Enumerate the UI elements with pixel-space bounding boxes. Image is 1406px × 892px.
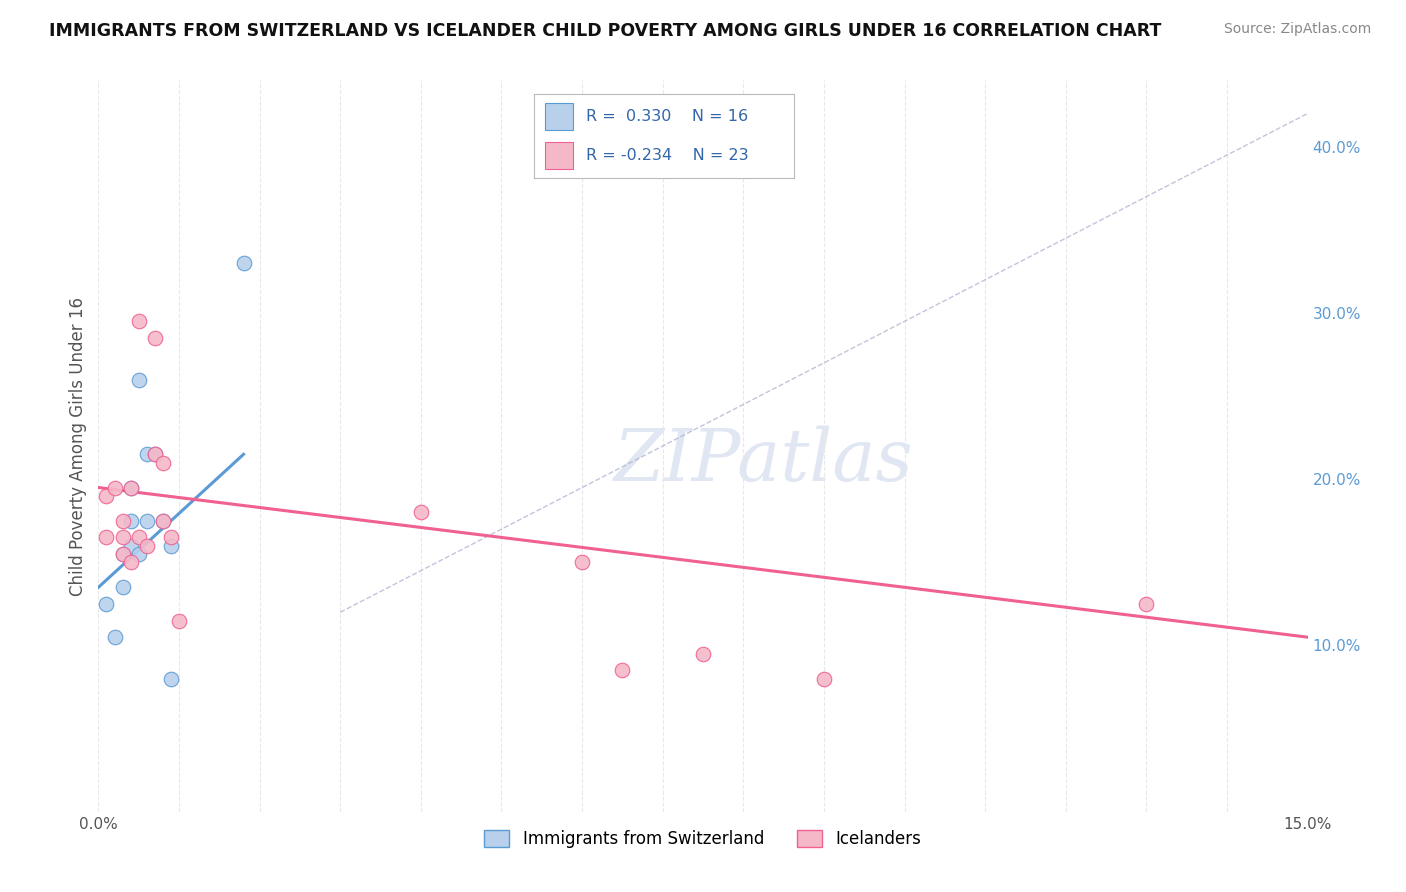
Point (111, 547, 134, 561)
Point (111, 547, 134, 561)
Text: R = -0.234    N = 23: R = -0.234 N = 23 (586, 148, 749, 163)
Point (135, 447, 157, 461)
Point (152, 514, 174, 528)
Point (135, 539, 157, 553)
Point (111, 514, 134, 528)
Point (120, 555, 142, 569)
Y-axis label: Child Poverty Among Girls Under 16: Child Poverty Among Girls Under 16 (69, 296, 87, 596)
Point (120, 514, 142, 528)
Point (813, 672, 835, 686)
Point (120, 481, 142, 495)
Bar (544, 103, 574, 130)
Point (152, 514, 174, 528)
Point (111, 580, 134, 594)
Point (160, 530, 183, 544)
Text: Source: ZipAtlas.com: Source: ZipAtlas.com (1223, 22, 1371, 37)
Point (143, 447, 166, 461)
Point (692, 647, 714, 661)
Point (167, 614, 190, 628)
Point (143, 447, 166, 461)
Point (152, 456, 174, 470)
Point (128, 314, 150, 328)
Point (143, 331, 166, 345)
Point (160, 672, 183, 686)
Point (128, 547, 150, 561)
Point (1135, 597, 1157, 611)
Point (612, 664, 634, 678)
Text: IMMIGRANTS FROM SWITZERLAND VS ICELANDER CHILD POVERTY AMONG GIRLS UNDER 16 CORR: IMMIGRANTS FROM SWITZERLAND VS ICELANDER… (49, 22, 1161, 40)
Point (103, 481, 125, 495)
Point (409, 506, 432, 520)
Point (160, 539, 183, 553)
Point (128, 530, 150, 544)
Point (103, 630, 125, 644)
Bar (544, 142, 574, 169)
Text: ZIPatlas: ZIPatlas (613, 425, 914, 496)
Legend: Immigrants from Switzerland, Icelanders: Immigrants from Switzerland, Icelanders (478, 823, 928, 855)
Point (96, 530, 118, 544)
Point (120, 539, 142, 553)
Point (120, 481, 142, 495)
Point (232, 256, 254, 270)
Point (96, 597, 118, 611)
Point (135, 514, 157, 528)
Text: R =  0.330    N = 16: R = 0.330 N = 16 (586, 109, 748, 124)
Point (128, 372, 150, 386)
Point (111, 530, 134, 544)
Point (571, 555, 593, 569)
Point (96, 489, 118, 503)
